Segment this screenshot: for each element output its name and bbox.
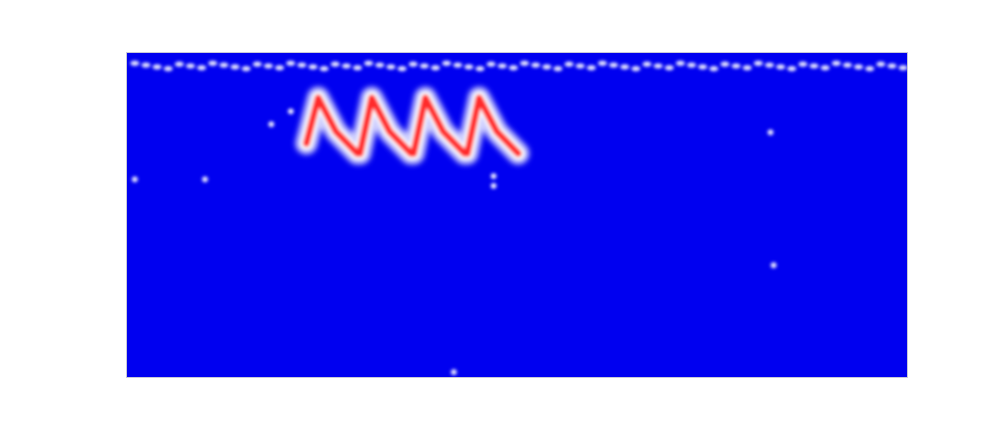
heatmap-spot (287, 108, 294, 115)
heatmap-spot (208, 60, 218, 66)
heatmap-spot (252, 61, 262, 67)
heatmap-spot (419, 63, 429, 69)
heatmap-spot (185, 63, 195, 69)
heatmap-spot (490, 182, 497, 189)
heatmap-spot (497, 63, 507, 69)
heatmap-spot (887, 63, 897, 69)
heatmap-spot (764, 62, 774, 68)
heatmap-plot-area (126, 52, 908, 378)
heatmap-spot (442, 60, 452, 66)
heatmap-spot (653, 63, 663, 69)
heatmap-spot (297, 62, 307, 68)
heatmap-spot (263, 63, 273, 69)
heatmap-spot (131, 176, 138, 183)
heatmap-spot (475, 66, 485, 72)
heatmap-spot (798, 61, 808, 67)
heatmap-spot (375, 62, 385, 68)
heatmap-spot (876, 61, 886, 67)
heatmap-spot (776, 64, 786, 70)
heatmap-spot (408, 61, 418, 67)
heatmap-spot (152, 64, 162, 70)
heatmap-spot (553, 66, 563, 72)
heatmap-spot (542, 64, 552, 70)
heatmap-spot (508, 65, 518, 71)
heatmap-spot (842, 62, 852, 68)
heatmap-spot (898, 65, 907, 71)
heatmap-spot (341, 63, 351, 69)
heatmap-spot (631, 66, 641, 72)
heatmap-spot (531, 62, 541, 68)
heatmap-spot (397, 66, 407, 72)
heatmap-spot (286, 60, 296, 66)
heatmap-spot (450, 369, 457, 376)
heatmap-spot (141, 62, 151, 68)
heatmap-spot (865, 66, 875, 72)
heatmap-spot (586, 65, 596, 71)
heatmap-spot (575, 63, 585, 69)
heatmap-spot (202, 176, 208, 183)
heatmap-spot (709, 66, 719, 72)
heatmap-spot (564, 61, 574, 67)
heatmap-spot (219, 62, 229, 68)
heatmap-spot (664, 65, 674, 71)
heatmap-spot (486, 61, 496, 67)
heatmap-background (127, 53, 907, 377)
heatmap-spot (620, 64, 630, 70)
heatmap-spot (330, 61, 340, 67)
heatmap-spot (230, 64, 240, 70)
heatmap-spot (364, 60, 374, 66)
heatmap-spot (820, 65, 830, 71)
heatmap-spot (767, 129, 774, 136)
heatmap-spot (241, 66, 251, 72)
heatmap-spot (597, 60, 607, 66)
heatmap-spot (453, 62, 463, 68)
heatmap-spot (352, 65, 362, 71)
heatmap-spot (642, 61, 652, 67)
heatmap-spot (464, 64, 474, 70)
heatmap-spot (386, 64, 396, 70)
heatmap-spot (197, 65, 207, 71)
heatmap-spot (319, 66, 329, 72)
heatmap-spot (675, 60, 685, 66)
heatmap-spot (753, 60, 763, 66)
heatmap-canvas (127, 53, 907, 377)
heatmap-spot (831, 60, 841, 66)
heatmap-spot (854, 64, 864, 70)
heatmap-spot (742, 65, 752, 71)
heatmap-spot (787, 66, 797, 72)
heatmap-spot (490, 173, 497, 180)
heatmap-spot (698, 64, 708, 70)
heatmap-spot (268, 121, 275, 128)
heatmap-spot (174, 61, 184, 67)
heatmap-spot (609, 62, 619, 68)
heatmap-spot (720, 61, 730, 67)
heatmap-spot (130, 60, 140, 66)
heatmap-spot (687, 62, 697, 68)
heatmap-spot (430, 65, 440, 71)
heatmap-spot (520, 60, 530, 66)
heatmap-spot (275, 65, 285, 71)
heatmap-spot (308, 64, 318, 70)
heatmap-spot (163, 66, 173, 72)
heatmap-spot (731, 63, 741, 69)
heatmap-spot (809, 63, 819, 69)
heatmap-spot (770, 262, 777, 269)
wave-trace-core (302, 94, 522, 157)
